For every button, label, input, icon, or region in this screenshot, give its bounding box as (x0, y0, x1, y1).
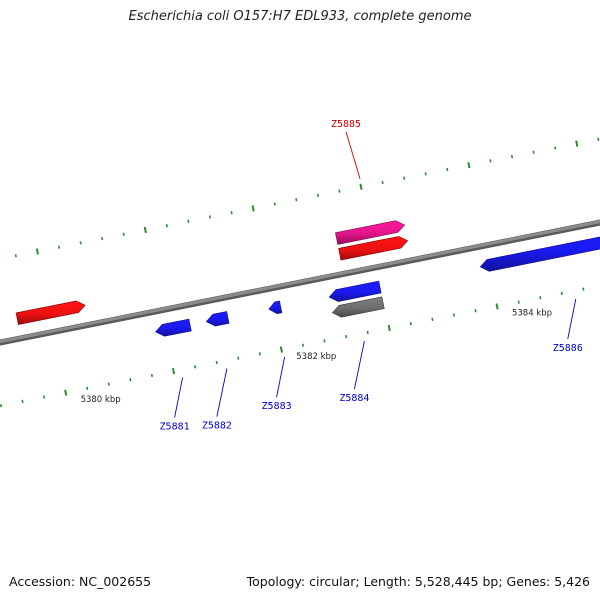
forward-scale-tick (143, 226, 147, 234)
reverse-scale-tick (21, 399, 24, 403)
gene-label-leader (276, 357, 286, 398)
forward-scale-tick (35, 248, 39, 255)
forward-scale-tick (403, 176, 406, 180)
forward-scale-tick (467, 162, 471, 169)
gene-label: Z5886 (553, 343, 583, 354)
forward-scale-tick (57, 245, 61, 249)
forward-scale-tick (359, 183, 363, 190)
forward-scale-tick (14, 254, 17, 258)
reverse-gene-arrow (331, 296, 385, 318)
reverse-gene-arrow (205, 311, 230, 327)
forward-scale-tick (101, 236, 104, 241)
forward-scale-tick (424, 172, 427, 176)
scale-tick-label: 5382 kbp (296, 352, 336, 362)
reverse-scale-tick (495, 303, 499, 310)
forward-scale-tick (338, 189, 341, 193)
gene-label: Z5884 (339, 393, 369, 404)
forward-scale-tick (489, 159, 492, 163)
map-title: Escherichia coli O157:H7 EDL933, complet… (128, 9, 472, 24)
scale-tick-label: 5380 kbp (81, 395, 121, 405)
forward-scale-tick (208, 215, 212, 219)
gene-label-leader (174, 377, 184, 418)
reverse-scale-tick (279, 346, 283, 353)
reverse-scale-tick (237, 356, 240, 360)
reverse-gene-arrow (268, 300, 283, 315)
reverse-scale-tick (258, 352, 261, 356)
reverse-scale-tick (582, 287, 585, 291)
forward-scale-tick (597, 137, 600, 141)
forward-scale-tick (554, 146, 557, 150)
forward-scale-tick (122, 232, 125, 236)
reverse-gene-arrow (479, 236, 600, 272)
gene-label: Z5881 (160, 422, 190, 433)
reverse-scale-tick (129, 378, 132, 382)
reverse-scale-tick (215, 360, 218, 365)
reverse-scale-tick (64, 389, 68, 396)
reverse-scale-tick (409, 322, 412, 326)
reverse-scale-tick (194, 365, 197, 369)
reverse-scale-tick (431, 317, 434, 321)
backbone-line (0, 220, 600, 344)
reverse-scale-tick (323, 339, 326, 343)
forward-scale-tick (532, 150, 535, 154)
forward-scale-tick (273, 202, 276, 206)
forward-scale-tick (251, 205, 255, 212)
reverse-scale-tick (107, 382, 110, 386)
gene-label-leader (567, 298, 577, 339)
reverse-scale-tick (539, 296, 542, 300)
reverse-scale-tick (345, 334, 348, 339)
forward-scale-tick (510, 154, 514, 159)
forward-gene-arrow (15, 300, 86, 325)
reverse-scale-tick (43, 395, 46, 399)
reverse-scale-tick (150, 373, 153, 378)
forward-scale-tick (187, 219, 190, 223)
forward-scale-tick (316, 193, 319, 198)
backbone-shadow (0, 219, 600, 346)
reverse-scale-tick (366, 330, 369, 334)
forward-scale-tick (575, 140, 579, 147)
reverse-scale-tick (560, 291, 563, 296)
reverse-scale-tick (452, 313, 456, 317)
gene-label-leader (345, 131, 361, 179)
scale-tick-label: 5384 kbp (512, 309, 552, 319)
forward-scale-tick (381, 180, 384, 185)
forward-gene-arrow (338, 236, 409, 261)
reverse-scale-tick (86, 386, 89, 391)
forward-scale-tick (230, 211, 233, 215)
reverse-scale-tick (171, 368, 176, 375)
reverse-scale-tick (387, 324, 391, 332)
forward-scale-tick (295, 198, 298, 202)
reverse-scale-tick (301, 343, 305, 347)
gene-label-leader (216, 368, 228, 417)
forward-scale-tick (79, 241, 82, 245)
gene-label-leader (353, 341, 365, 390)
gene-label: Z5885 (331, 119, 361, 130)
reverse-scale-tick (474, 309, 477, 313)
gene-label: Z5882 (202, 421, 232, 432)
forward-gene-arrow (335, 220, 406, 245)
reverse-scale-tick (517, 300, 520, 304)
reverse-scale-tick (0, 404, 2, 408)
genome-summary-label: Topology: circular; Length: 5,528,445 bp… (246, 574, 590, 589)
accession-label: Accession: NC_002655 (9, 574, 152, 589)
gene-label: Z5883 (262, 401, 292, 412)
forward-scale-tick (165, 223, 168, 228)
reverse-gene-arrow (155, 318, 192, 337)
reverse-gene-arrow (328, 280, 382, 302)
forward-scale-tick (446, 167, 449, 172)
